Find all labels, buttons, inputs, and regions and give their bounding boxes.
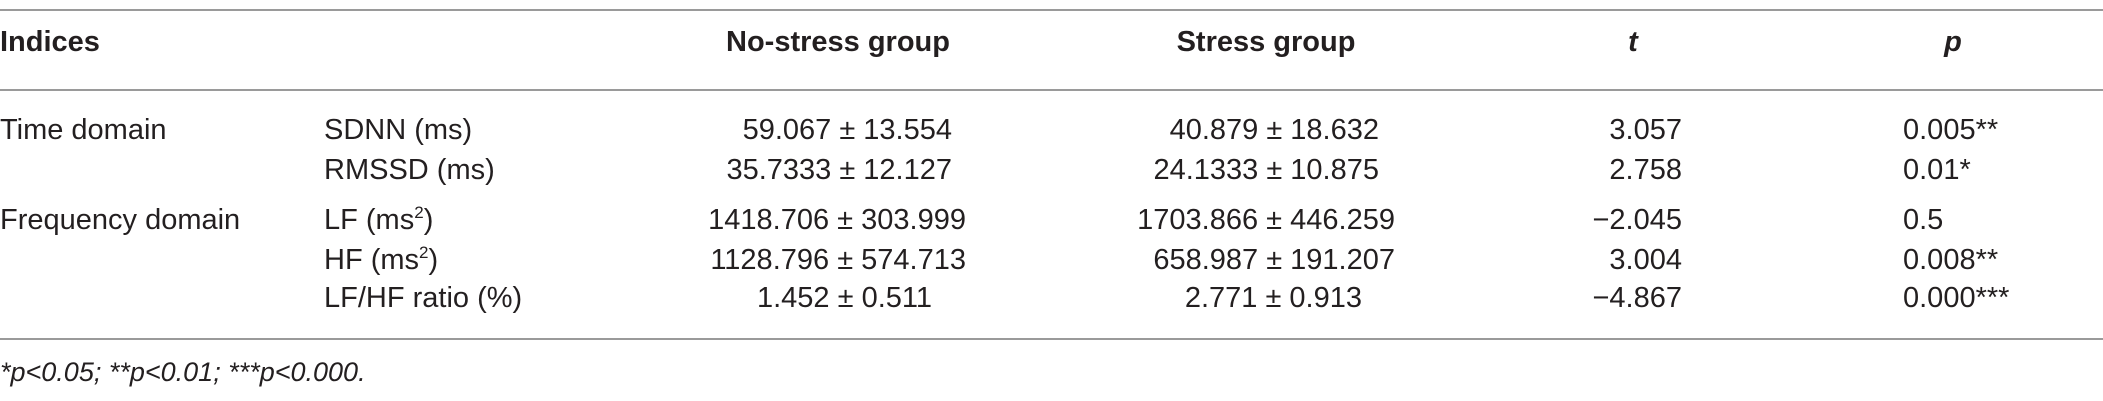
header-p: p (1944, 26, 1962, 58)
row-domain-label: Time domain (0, 114, 167, 146)
header-no-stress-group: No-stress group (726, 26, 950, 58)
row-stress-value: 24.1333 ± 10.875 (1153, 154, 1379, 186)
row-no-stress-value: 35.7333 ± 12.127 (726, 154, 952, 186)
row-no-stress-value: 1.452 ± 0.511 (756, 282, 932, 314)
row-index-label: LF (ms2) (324, 203, 434, 236)
row-t-value: −2.045 (1592, 204, 1682, 236)
row-stress-value: 658.987 ± 191.207 (1153, 244, 1395, 276)
table-footnote: *p<0.05; **p<0.01; ***p<0.000. (0, 357, 366, 387)
row-stress-value: 2.771 ± 0.913 (1184, 282, 1362, 314)
row-t-value: 3.057 (1609, 114, 1682, 146)
row-index-label: LF/HF ratio (%) (324, 282, 523, 314)
table-header-rule (0, 89, 2103, 91)
row-p-value: 0.005** (1903, 114, 1999, 146)
row-no-stress-value: 1128.796 ± 574.713 (710, 244, 966, 276)
row-domain-label: Frequency domain (0, 204, 241, 236)
row-p-value: 0.01* (1903, 154, 1971, 186)
header-t: t (1628, 26, 1638, 58)
row-index-label: SDNN (ms) (324, 114, 473, 146)
row-index-label: HF (ms2) (324, 243, 439, 276)
table-bottom-rule (0, 338, 2103, 340)
row-index-label: RMSSD (ms) (324, 154, 495, 186)
header-indices: Indices (0, 26, 100, 58)
row-p-value: 0.008** (1903, 244, 1999, 276)
header-stress-group: Stress group (1176, 26, 1356, 58)
row-stress-value: 1703.866 ± 446.259 (1137, 204, 1395, 236)
row-no-stress-value: 1418.706 ± 303.999 (708, 204, 966, 236)
row-t-value: 3.004 (1609, 244, 1682, 276)
row-t-value: −4.867 (1592, 282, 1682, 314)
table-top-rule (0, 9, 2103, 11)
row-stress-value: 40.879 ± 18.632 (1169, 114, 1379, 146)
row-no-stress-value: 59.067 ± 13.554 (742, 114, 952, 146)
row-t-value: 2.758 (1609, 154, 1682, 186)
row-p-value: 0.000*** (1903, 282, 2010, 314)
row-p-value: 0.5 (1903, 204, 1944, 236)
